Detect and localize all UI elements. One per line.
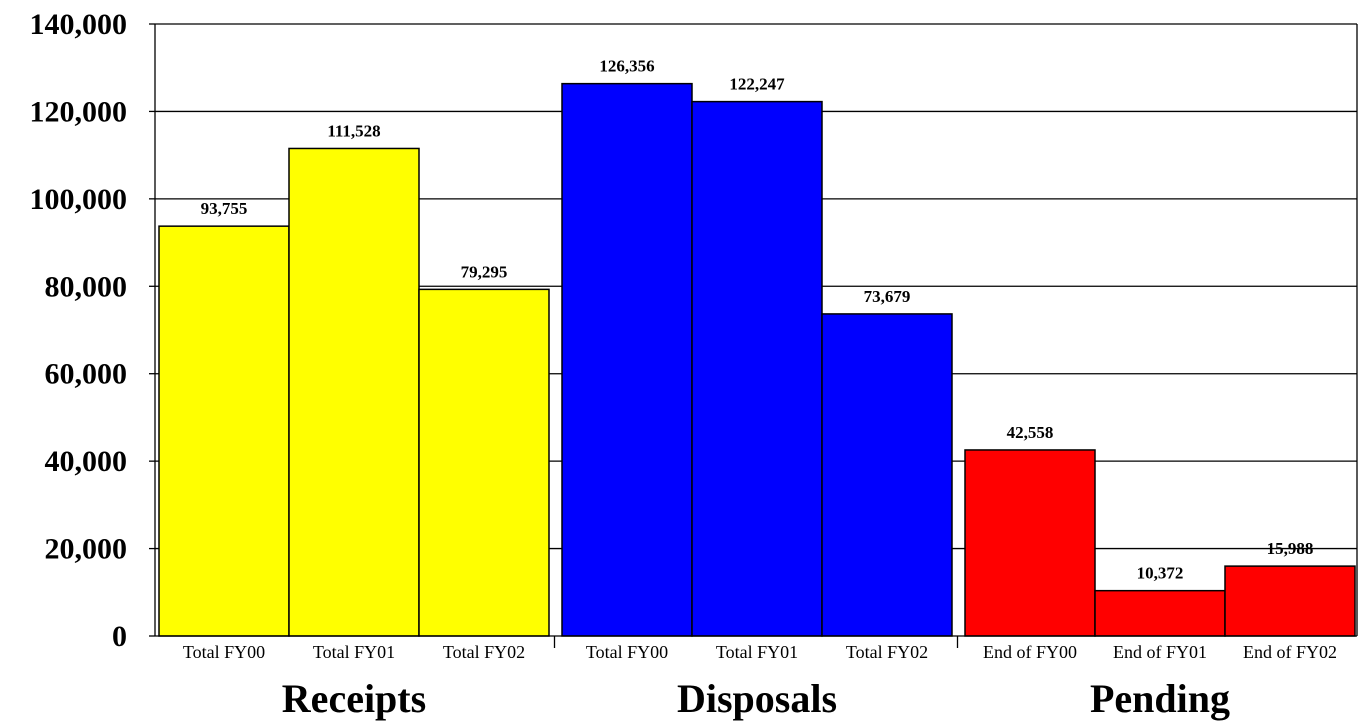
x-tick-label-pending-end-of-fy01: End of FY01 [1113, 642, 1207, 662]
bar-receipts-total-fy00 [158, 225, 290, 637]
x-tick-label-receipts-total-fy01: Total FY01 [313, 642, 395, 662]
data-label-disposals-total-fy02: 73,679 [864, 287, 911, 306]
group-label-disposals: Disposals [677, 676, 837, 721]
bar-receipts-total-fy02 [418, 288, 550, 637]
x-tick-label-receipts-total-fy02: Total FY02 [443, 642, 525, 662]
bar-pending-end-of-fy02 [1224, 565, 1356, 637]
y-tick-label-100-000: 100,000 [30, 183, 128, 216]
bars [158, 82, 1356, 637]
bar-pending-end-of-fy01 [1094, 589, 1226, 637]
bar-disposals-total-fy02 [821, 313, 953, 637]
y-tick-label-0: 0 [112, 620, 127, 653]
group-label-pending: Pending [1090, 676, 1230, 721]
x-tick-label-disposals-total-fy00: Total FY00 [586, 642, 668, 662]
bar-disposals-total-fy01 [691, 100, 823, 637]
x-tick-label-receipts-total-fy00: Total FY00 [183, 642, 265, 662]
data-label-receipts-total-fy00: 93,755 [201, 199, 248, 218]
bar-pending-end-of-fy00 [964, 449, 1096, 637]
x-tick-label-pending-end-of-fy02: End of FY02 [1243, 642, 1337, 662]
group-label-receipts: Receipts [282, 676, 426, 721]
y-tick-label-80-000: 80,000 [45, 270, 128, 303]
x-tick-label-pending-end-of-fy00: End of FY00 [983, 642, 1077, 662]
x-tick-label-disposals-total-fy02: Total FY02 [846, 642, 928, 662]
data-label-disposals-total-fy01: 122,247 [729, 75, 785, 94]
y-tick-label-120-000: 120,000 [30, 95, 128, 128]
bar-disposals-total-fy00 [561, 82, 693, 637]
data-label-receipts-total-fy01: 111,528 [327, 121, 380, 140]
labels: 0 20,000 40,000 60,000 80,000 100,000 120,000 1… [30, 8, 1338, 721]
bar-receipts-total-fy01 [288, 147, 420, 637]
y-tick-label-20-000: 20,000 [45, 533, 128, 566]
data-label-pending-end-of-fy02: 15,988 [1267, 539, 1314, 558]
y-tick-label-140-000: 140,000 [30, 8, 128, 41]
data-label-receipts-total-fy02: 79,295 [461, 262, 508, 281]
y-tick-label-40-000: 40,000 [45, 445, 128, 478]
data-label-disposals-total-fy00: 126,356 [599, 57, 654, 76]
y-tick-label-60-000: 60,000 [45, 358, 128, 391]
data-label-pending-end-of-fy00: 42,558 [1007, 423, 1054, 442]
axes [149, 23, 1358, 648]
data-label-pending-end-of-fy01: 10,372 [1137, 564, 1184, 583]
x-tick-label-disposals-total-fy01: Total FY01 [716, 642, 798, 662]
